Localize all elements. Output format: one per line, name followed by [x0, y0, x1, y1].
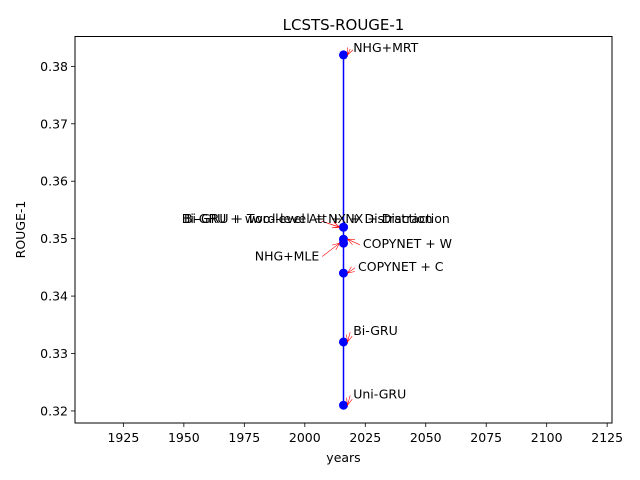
x-axis-label: years [326, 450, 360, 465]
data-point-6 [339, 337, 348, 347]
y-tick-label-6: 0.38 [40, 59, 68, 74]
data-point-5 [339, 268, 348, 278]
x-tick-label-8: 2125 [591, 430, 623, 445]
y-axis-label: ROUGE-1 [13, 201, 28, 259]
annotation-arrow-4 [322, 243, 339, 257]
y-tick-label-2: 0.34 [40, 289, 68, 304]
annotation-label-3: COPYNET + W [363, 236, 452, 251]
x-tick-label-7: 2100 [531, 430, 563, 445]
annotation-arrow-5 [348, 268, 356, 273]
data-point-0 [339, 50, 348, 60]
annotation-label-6: Bi-GRU [353, 323, 398, 338]
plot-frame [74, 36, 613, 424]
x-tick-label-0: 1925 [107, 430, 139, 445]
annotation-label-5: COPYNET + C [358, 259, 444, 274]
annotation-label-7: Uni-GRU [353, 386, 406, 401]
y-tick-label-4: 0.36 [40, 174, 68, 189]
x-tick-label-2: 1975 [228, 430, 260, 445]
y-tick-label-0: 0.32 [40, 403, 68, 418]
chart-title: LCSTS-ROUGE-1 [283, 16, 405, 34]
y-tick-label-1: 0.33 [40, 346, 68, 361]
annotation-arrow-0 [348, 49, 351, 55]
annotation-label-1: Bi-GRU + word-level + NX + Distraction [182, 211, 433, 226]
x-tick-label-5: 2050 [410, 430, 442, 445]
data-point-2 [339, 222, 348, 232]
y-tick-label-3: 0.35 [40, 231, 68, 246]
x-tick-label-3: 2000 [289, 430, 321, 445]
x-tick-label-1: 1950 [168, 430, 200, 445]
data-point-7 [339, 400, 348, 410]
annotation-arrow-2 [321, 220, 340, 227]
annotation-arrow-7 [348, 395, 351, 405]
annotation-label-0: NHG+MRT [353, 40, 418, 55]
x-tick-label-4: 2025 [349, 430, 381, 445]
annotation-label-2: Bi-GRU + Two-level Att + NX + Distractio… [184, 211, 450, 226]
annotation-arrow-6 [348, 332, 351, 342]
annotation-arrow-3 [348, 239, 361, 246]
data-point-4 [339, 238, 348, 248]
y-tick-label-5: 0.37 [40, 116, 68, 131]
annotation-label-4: NHG+MLE [255, 249, 320, 264]
x-tick-label-6: 2075 [470, 430, 502, 445]
